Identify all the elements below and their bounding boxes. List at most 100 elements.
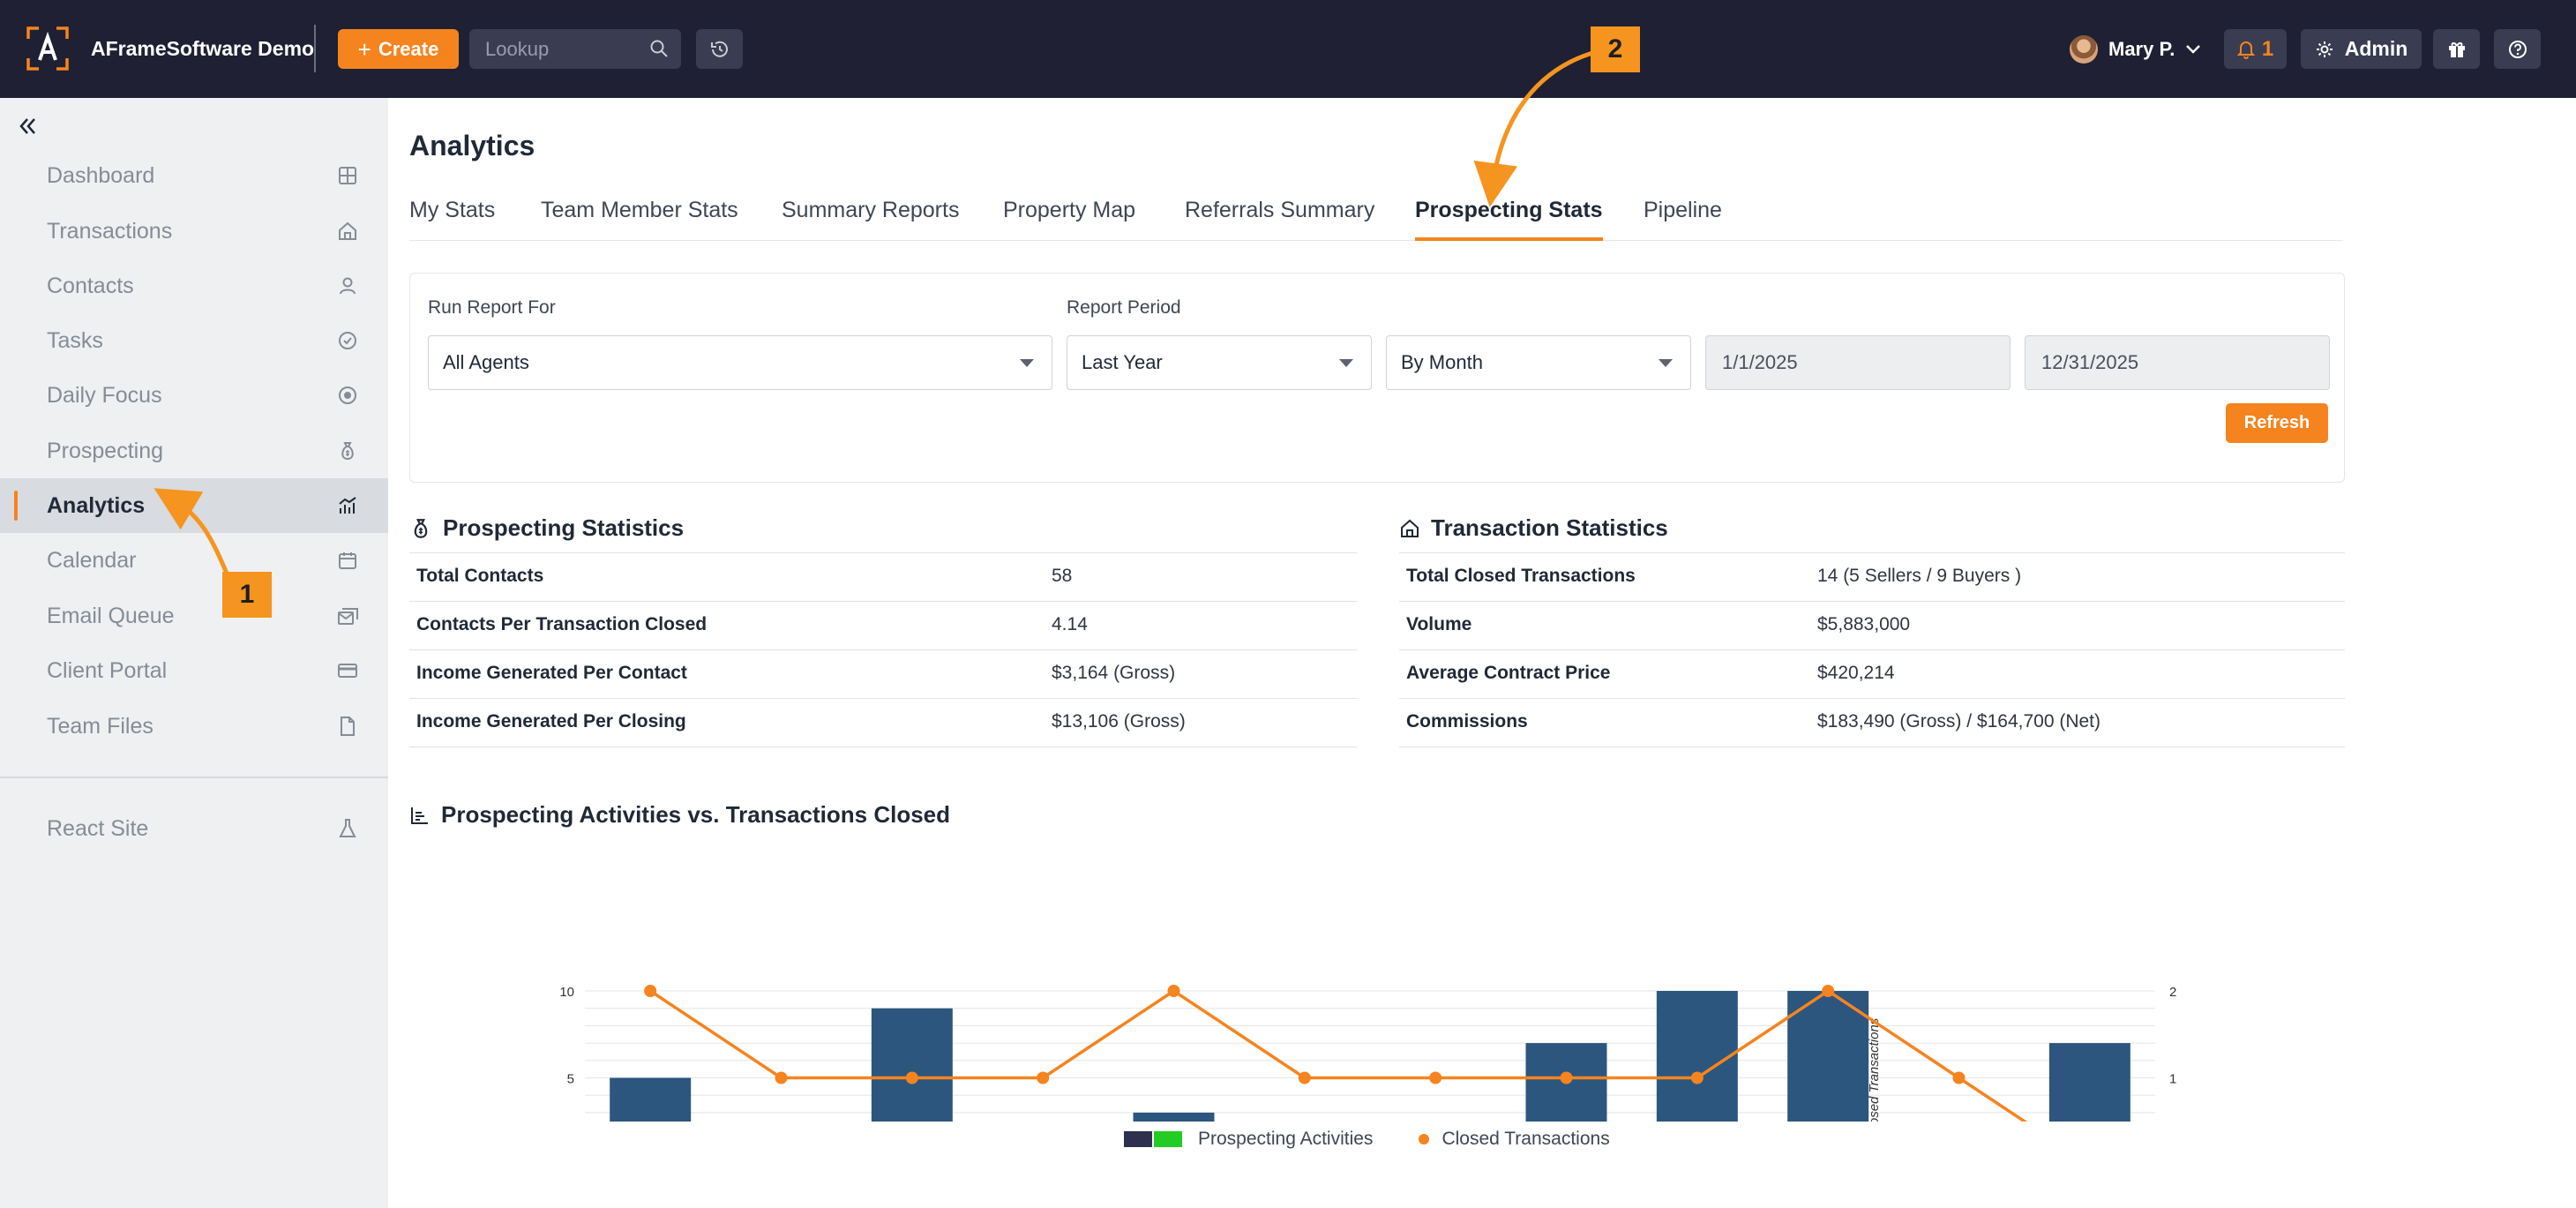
grouping-select-value: By Month bbox=[1401, 351, 1483, 373]
closed-point-aug bbox=[1560, 1071, 1573, 1084]
sidebar-item-analytics[interactable]: Analytics bbox=[0, 478, 388, 533]
tab-property-map[interactable]: Property Map bbox=[1003, 198, 1136, 222]
caret-down-icon bbox=[1339, 359, 1353, 367]
closed-transactions-line bbox=[649, 988, 2028, 1122]
money-bag-icon bbox=[414, 518, 428, 538]
legend-label-prospecting[interactable]: Prospecting Activities bbox=[1198, 1129, 1374, 1149]
stat-label: Total Contacts bbox=[416, 566, 544, 586]
lookup-input[interactable] bbox=[469, 29, 637, 69]
plus-icon: + bbox=[357, 35, 371, 63]
flask-icon bbox=[339, 819, 356, 837]
help-button[interactable] bbox=[2494, 29, 2541, 69]
period-select[interactable]: Last Year bbox=[1067, 335, 1372, 390]
tab-my-stats[interactable]: My Stats bbox=[409, 198, 496, 222]
person-icon bbox=[340, 277, 356, 295]
search-icon[interactable] bbox=[649, 39, 669, 58]
report-filter-panel: Run Report For Report Period All Agents … bbox=[409, 273, 2345, 483]
y2-tick-label: 1 bbox=[2169, 1072, 2176, 1087]
tab-prospecting-stats[interactable]: Prospecting Stats bbox=[1415, 195, 1603, 241]
transaction-statistics-title: Transaction Statistics bbox=[1431, 514, 1668, 541]
admin-button[interactable]: Admin bbox=[2301, 29, 2422, 69]
header-divider bbox=[314, 25, 316, 72]
sidebar-item-team-files[interactable]: Team Files bbox=[0, 699, 388, 754]
create-label: Create bbox=[378, 37, 439, 60]
stat-label: Volume bbox=[1406, 614, 1472, 634]
stat-value: $3,164 (Gross) bbox=[1052, 663, 1176, 683]
stat-label: Income Generated Per Closing bbox=[416, 711, 686, 732]
closed-point-oct bbox=[1822, 985, 1835, 997]
refresh-button[interactable]: Refresh bbox=[2226, 403, 2328, 443]
legend-dot-closed bbox=[1419, 1134, 1430, 1144]
file-icon bbox=[341, 717, 355, 736]
tab-summary-reports[interactable]: Summary Reports bbox=[782, 198, 960, 222]
lookup-search bbox=[469, 29, 681, 69]
end-date-field[interactable]: 12/31/2025 bbox=[2025, 335, 2330, 390]
main-content: Analytics My Stats Team Member Stats Sum… bbox=[388, 98, 2576, 1208]
aframe-logo-icon[interactable] bbox=[26, 26, 69, 71]
agent-select[interactable]: All Agents bbox=[428, 335, 1052, 390]
bell-icon bbox=[2236, 41, 2255, 59]
grid-icon bbox=[339, 167, 356, 184]
sidebar-item-label: Client Portal bbox=[47, 658, 168, 683]
start-date-field[interactable]: 1/1/2025 bbox=[1705, 335, 2011, 390]
table-row: Total Contacts 58 bbox=[409, 553, 1357, 602]
sidebar-item-calendar[interactable]: Calendar bbox=[0, 533, 388, 588]
history-button[interactable] bbox=[696, 29, 743, 69]
help-icon bbox=[2508, 40, 2527, 58]
stat-label: Income Generated Per Contact bbox=[416, 663, 687, 683]
table-row: Volume $5,883,000 bbox=[1399, 602, 2345, 650]
gear-icon bbox=[2316, 41, 2333, 57]
prospecting-statistics-heading: Prospecting Statistics bbox=[409, 514, 684, 542]
check-circle-icon bbox=[339, 332, 356, 349]
legend-swatch-green bbox=[1154, 1131, 1182, 1147]
bar-oct bbox=[1787, 991, 1869, 1122]
sidebar: Dashboard Transactions Contacts Tasks Da… bbox=[0, 98, 388, 1208]
bar-jan bbox=[610, 1077, 692, 1122]
sidebar-item-prospecting[interactable]: Prospecting bbox=[0, 424, 388, 478]
gift-button[interactable] bbox=[2433, 29, 2480, 69]
sidebar-item-daily-focus[interactable]: Daily Focus bbox=[0, 368, 388, 423]
sidebar-item-email-queue[interactable]: Email Queue bbox=[0, 589, 388, 643]
user-menu[interactable]: Mary P. bbox=[2070, 31, 2201, 68]
table-row: Income Generated Per Contact $3,164 (Gros… bbox=[409, 650, 1357, 699]
closed-point-jul bbox=[1429, 1071, 1442, 1084]
legend-label-closed[interactable]: Closed Transactions bbox=[1442, 1129, 1610, 1149]
tab-referrals-summary[interactable]: Referrals Summary bbox=[1185, 198, 1375, 222]
analytics-tabs: My Stats Team Member Stats Summary Repor… bbox=[409, 186, 2343, 241]
grouping-select[interactable]: By Month bbox=[1386, 335, 1691, 390]
stat-value: $420,214 bbox=[1817, 663, 1895, 683]
sidebar-item-label: Analytics bbox=[47, 493, 146, 518]
stat-value: 14 (5 Sellers / 9 Buyers ) bbox=[1817, 566, 2022, 586]
table-row: Commissions $183,490 (Gross) / $164,700 (… bbox=[1399, 699, 2345, 747]
prospecting-statistics-title: Prospecting Statistics bbox=[443, 514, 685, 541]
sidebar-item-label: React Site bbox=[47, 816, 149, 841]
bar-dec bbox=[2048, 1043, 2130, 1122]
notifications-button[interactable]: 1 bbox=[2224, 29, 2287, 69]
collapse-sidebar-icon[interactable] bbox=[18, 116, 39, 137]
caret-down-icon bbox=[1020, 359, 1034, 367]
gift-icon bbox=[2448, 41, 2465, 57]
table-row: Average Contract Price $420,214 bbox=[1399, 650, 2345, 699]
user-name: Mary P. bbox=[2108, 38, 2175, 60]
sidebar-item-transactions[interactable]: Transactions bbox=[0, 204, 388, 259]
notification-count: 1 bbox=[2261, 36, 2274, 61]
stat-value: $183,490 (Gross) / $164,700 (Net) bbox=[1817, 711, 2101, 732]
home-icon bbox=[1401, 519, 1419, 537]
tab-team-member-stats[interactable]: Team Member Stats bbox=[541, 198, 738, 222]
prospecting-statistics-table: Total Contacts 58 Contacts Per Transactio… bbox=[409, 552, 1357, 747]
create-button[interactable]: + Create bbox=[338, 29, 459, 69]
target-icon bbox=[339, 386, 356, 404]
tab-pipeline[interactable]: Pipeline bbox=[1644, 198, 1722, 222]
sidebar-item-client-portal[interactable]: Client Portal bbox=[0, 643, 388, 698]
stat-label: Average Contract Price bbox=[1406, 663, 1611, 683]
sidebar-item-tasks[interactable]: Tasks bbox=[0, 313, 388, 368]
closed-point-feb bbox=[775, 1071, 788, 1084]
sidebar-item-contacts[interactable]: Contacts bbox=[0, 259, 388, 313]
sidebar-item-dashboard[interactable]: Dashboard bbox=[0, 148, 388, 203]
table-row: Total Closed Transactions 14 (5 Sellers /… bbox=[1399, 553, 2345, 602]
sidebar-item-label: Tasks bbox=[47, 328, 103, 353]
sidebar-item-react-site[interactable]: React Site bbox=[0, 801, 388, 856]
y2-axis-title: Closed Transactions bbox=[1867, 1017, 1882, 1122]
agent-select-value: All Agents bbox=[443, 351, 529, 373]
sidebar-item-label: Daily Focus bbox=[47, 383, 162, 408]
